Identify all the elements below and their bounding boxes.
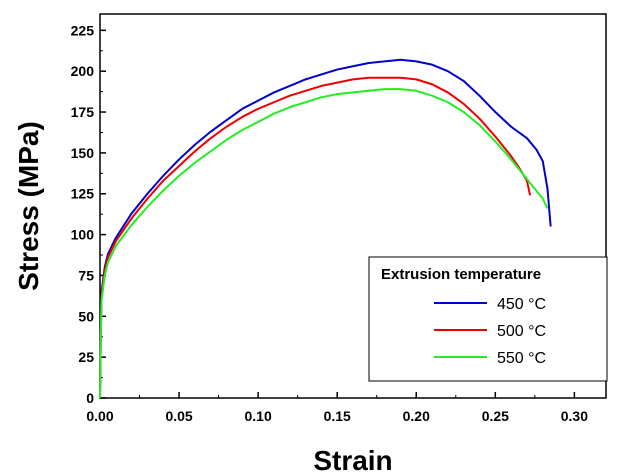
y-tick-label: 50 <box>78 308 94 324</box>
series-line-1 <box>99 58 552 399</box>
series-line-3 <box>99 88 549 399</box>
y-tick-label: 100 <box>71 227 95 243</box>
x-tick-label: 0.25 <box>482 408 509 424</box>
legend-label-1: 450 °C <box>497 296 546 313</box>
plot-frame <box>99 13 607 399</box>
series-lines <box>99 58 552 399</box>
x-tick-label: 0.30 <box>561 408 588 424</box>
y-tick-label: 225 <box>71 22 95 38</box>
legend-entries: 450 °C 500 °C 550 °C <box>434 296 546 367</box>
x-tick-label: 0.15 <box>324 408 351 424</box>
legend-label-3: 550 °C <box>497 350 546 367</box>
y-tick-label: 175 <box>71 104 95 120</box>
x-tick-label: 0.10 <box>245 408 272 424</box>
y-tick-label: 75 <box>78 267 94 283</box>
y-tick-label: 150 <box>71 145 95 161</box>
x-tick-label: 0.20 <box>403 408 430 424</box>
series-line-2 <box>99 76 532 399</box>
y-tick-label: 200 <box>71 63 95 79</box>
y-axis-ticks: 0 25 50 75 100 125 150 175 200 225 <box>71 22 106 406</box>
legend-box <box>368 256 608 382</box>
legend-title: Extrusion temperature <box>381 266 541 283</box>
plot-border <box>99 13 607 399</box>
x-axis-ticks: 0.00 0.05 0.10 0.15 0.20 0.25 0.30 <box>86 392 588 424</box>
y-tick-label: 125 <box>71 186 95 202</box>
x-tick-label: 0.00 <box>86 408 113 424</box>
x-axis-title: Strain <box>313 445 392 475</box>
y-axis-title: Stress (MPa) <box>13 121 44 291</box>
x-tick-label: 0.05 <box>165 408 192 424</box>
legend: Extrusion temperature 450 °C 500 °C 550 °C <box>368 256 608 382</box>
legend-label-2: 500 °C <box>497 323 546 340</box>
y-tick-label: 25 <box>78 349 94 365</box>
y-tick-label: 0 <box>86 390 94 406</box>
